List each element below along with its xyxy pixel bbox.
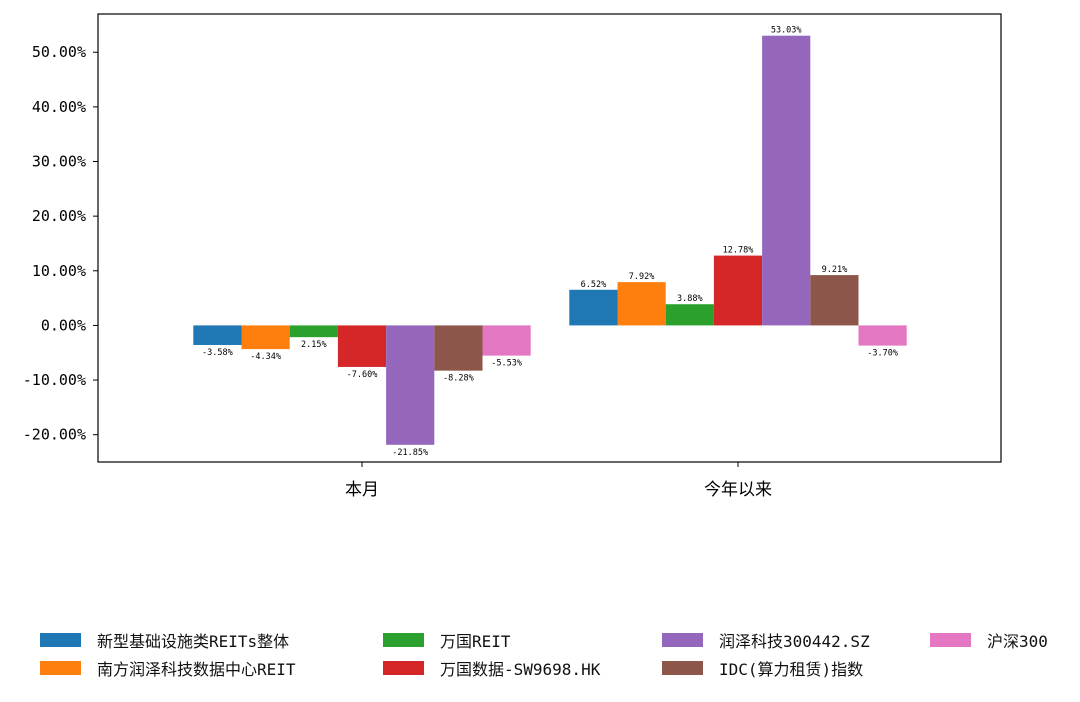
y-tick-label: 0.00% [41, 316, 86, 334]
bar [241, 325, 290, 350]
legend-swatch [662, 661, 703, 675]
y-axis: 50.00% 40.00% 30.00% 20.00% 10.00% 0.00% -10.0… [23, 43, 98, 444]
legend-label: 南方润泽科技数据中心REIT [97, 660, 296, 679]
legend: 新型基础设施类REITs整体 南方润泽科技数据中心REIT 万国REIT 万国数据-S… [40, 622, 1070, 692]
bar [482, 325, 531, 356]
data-label: 12.78% [723, 246, 754, 256]
plot-frame [97, 13, 1002, 463]
legend-swatch [662, 633, 703, 647]
data-label: 6.52% [581, 280, 607, 290]
y-tick-label: 50.00% [32, 43, 86, 61]
bar [665, 304, 714, 326]
x-axis: 本月 今年以来 [345, 462, 772, 500]
legend-label: 万国数据-SW9698.HK [440, 660, 601, 679]
legend-label: 沪深300 [987, 632, 1048, 651]
y-tick-label: -10.00% [23, 371, 86, 389]
bar [386, 325, 435, 445]
data-label: 2.15% [301, 340, 327, 350]
data-label: -21.85% [392, 448, 428, 458]
data-label: -4.34% [250, 352, 281, 362]
legend-item: 沪深300 [930, 628, 1048, 652]
legend-label: IDC(算力租赁)指数 [719, 660, 864, 679]
data-label: -8.28% [443, 374, 474, 384]
data-label: -5.53% [491, 359, 522, 369]
legend-item: 新型基础设施类REITs整体 [40, 628, 289, 652]
legend-item: IDC(算力租赁)指数 [662, 656, 863, 680]
legend-item: 南方润泽科技数据中心REIT [40, 656, 296, 680]
data-label: -7.60% [347, 370, 378, 380]
legend-swatch [40, 633, 81, 647]
bar [289, 325, 338, 338]
legend-item: 万国REIT [383, 628, 511, 652]
bar-chart: -3.58% 6.52% -4.34% 7.92% 2.15% 3.88% -7.60% 12… [23, 13, 1002, 500]
bar [617, 282, 666, 326]
legend-swatch [383, 633, 424, 647]
legend-swatch [383, 661, 424, 675]
bar [858, 325, 907, 346]
bar [569, 289, 618, 326]
legend-label: 新型基础设施类REITs整体 [97, 632, 290, 651]
y-tick-label: 20.00% [32, 207, 86, 225]
bar [762, 35, 811, 326]
legend-item: 万国数据-SW9698.HK [383, 656, 600, 680]
legend-item: 润泽科技300442.SZ [662, 628, 870, 652]
data-label: -3.70% [867, 349, 898, 359]
bars-group [193, 35, 907, 445]
data-label: 7.92% [629, 272, 655, 282]
y-tick-label: -20.00% [23, 426, 86, 444]
x-category-label: 本月 [345, 480, 379, 500]
data-label: -3.58% [202, 348, 233, 358]
x-category-label: 今年以来 [704, 480, 772, 500]
bar [713, 255, 763, 326]
data-labels-group: -3.58% 6.52% -4.34% 7.92% 2.15% 3.88% -7.60% 12… [202, 26, 898, 458]
y-tick-label: 10.00% [32, 262, 86, 280]
bar [434, 325, 483, 371]
legend-swatch [40, 661, 81, 675]
y-tick-label: 30.00% [32, 153, 86, 171]
legend-swatch [930, 633, 971, 647]
legend-label: 润泽科技300442.SZ [719, 632, 870, 651]
data-label: 3.88% [677, 294, 703, 304]
bar [337, 325, 387, 367]
data-label: 53.03% [771, 26, 802, 36]
bar [810, 275, 859, 326]
legend-label: 万国REIT [440, 632, 511, 651]
y-tick-label: 40.00% [32, 98, 86, 116]
data-label: 9.21% [822, 265, 848, 275]
bar [193, 325, 242, 345]
